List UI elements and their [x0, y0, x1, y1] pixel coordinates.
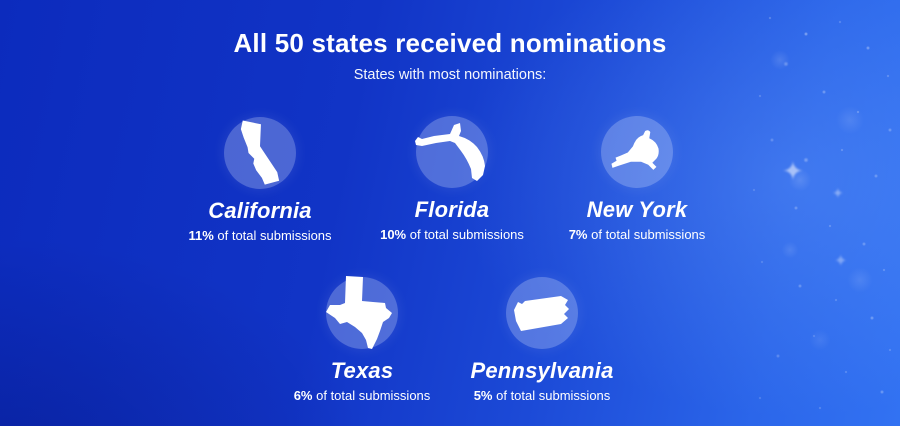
florida-shape-icon	[415, 123, 485, 181]
state-circle	[506, 277, 578, 349]
percent-caption: of total submissions	[492, 388, 611, 403]
state-name: Pennsylvania	[470, 358, 614, 383]
sparkle-star-icon	[832, 186, 844, 200]
percent-value: 11%	[188, 228, 214, 243]
percent-caption: of total submissions	[213, 228, 332, 243]
pennsylvania-shape-icon	[514, 296, 569, 331]
state-percentage: 5% of total submissions	[432, 388, 652, 403]
state-percentage: 6% of total submissions	[252, 388, 472, 403]
percent-caption: of total submissions	[312, 388, 431, 403]
percent-value: 10%	[380, 227, 407, 242]
sparkle-star-icon	[834, 254, 847, 270]
percent-value: 5%	[473, 388, 493, 403]
state-name: Florida	[414, 197, 490, 222]
percent-caption: of total submissions	[406, 227, 524, 242]
state-circle	[415, 116, 488, 188]
percent-value: 7%	[568, 227, 588, 242]
page-title: All 50 states received nominations	[233, 28, 667, 58]
state-card-florida: Florida 10% of total submissions	[342, 116, 562, 242]
state-card-new-york: New York 7% of total submissions	[527, 116, 747, 242]
state-circle	[601, 116, 673, 188]
state-name: California	[208, 198, 312, 223]
state-card-california: California 11% of total submissions	[150, 117, 370, 243]
header: All 50 states received nominations State…	[0, 28, 900, 83]
state-name: New York	[586, 197, 688, 222]
state-percentage: 11% of total submissions	[150, 228, 370, 243]
page-subtitle: States with most nominations:	[353, 67, 547, 83]
percent-value: 6%	[293, 388, 313, 403]
california-shape-icon	[240, 120, 280, 185]
texas-shape-icon	[326, 276, 392, 349]
state-circle	[224, 117, 296, 189]
sparkle-star-icon	[782, 158, 804, 184]
state-circle	[326, 276, 398, 349]
new-york-shape-icon	[611, 130, 659, 170]
percent-caption: of total submissions	[587, 227, 706, 242]
state-percentage: 7% of total submissions	[527, 227, 747, 242]
state-card-texas: Texas 6% of total submissions	[252, 276, 472, 403]
state-percentage: 10% of total submissions	[342, 227, 562, 242]
state-name: Texas	[330, 358, 394, 383]
state-card-pennsylvania: Pennsylvania 5% of total submissions	[432, 277, 652, 403]
